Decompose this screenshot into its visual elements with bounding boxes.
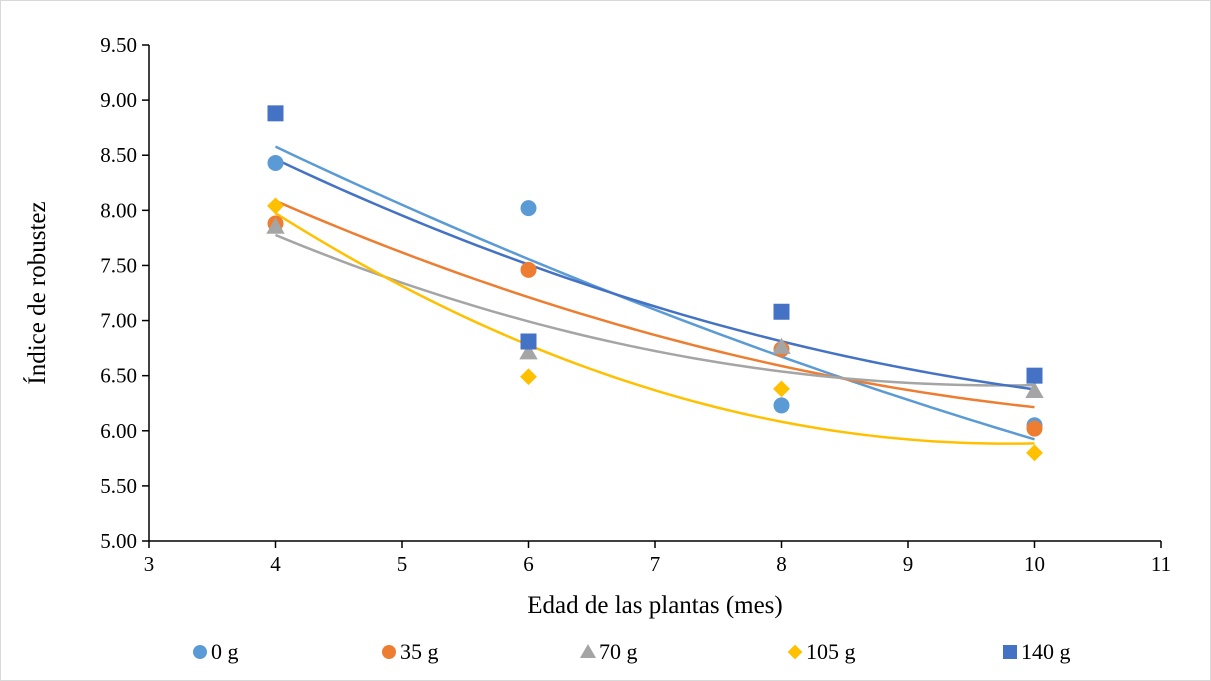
x-tick-label: 7: [650, 552, 661, 576]
legend: 0 g 35 g 70 g 105 g 140 g: [193, 639, 1071, 664]
data-point-140g: [1026, 367, 1043, 384]
data-point-0g: [267, 154, 284, 171]
y-axis-title: Índice de robustez: [23, 201, 51, 384]
x-tick-label: 9: [903, 552, 914, 576]
legend-item-35g: 35 g: [382, 639, 439, 664]
y-tick-label: 9.50: [100, 33, 137, 57]
trendline-70g: [275, 233, 1035, 387]
data-point-70g: [266, 217, 285, 234]
legend-label: 70 g: [599, 639, 638, 664]
data-point-70g: [519, 343, 538, 360]
data-point-105g: [520, 368, 537, 386]
data-point-70g: [1025, 381, 1044, 398]
y-tick-label: 6.50: [100, 364, 137, 388]
x-tick-label: 4: [270, 552, 281, 576]
legend-marker-70g: [579, 643, 597, 659]
data-point-140g: [267, 105, 284, 122]
plot-area: 3 4 5 6 7 8 9 10 11 5.00 5.50 6.00 6.50 7.00 7.50 8.00…: [100, 33, 1171, 576]
trendlines: [274, 145, 1035, 445]
legend-item-70g: 70 g: [579, 639, 638, 664]
legend-item-0g: 0 g: [193, 639, 239, 664]
data-point-105g: [1026, 444, 1043, 462]
data-point-35g: [520, 261, 537, 278]
legend-label: 140 g: [1021, 639, 1071, 664]
x-tick-label: 11: [1151, 552, 1171, 576]
data-point-70g: [772, 337, 791, 354]
legend-label: 35 g: [400, 639, 439, 664]
legend-marker-140g: [1003, 645, 1017, 659]
y-tick-label: 5.50: [100, 474, 137, 498]
x-tick-label: 5: [397, 552, 408, 576]
data-point-105g: [773, 380, 790, 398]
data-point-105g: [267, 197, 284, 215]
y-tick-label: 5.00: [100, 529, 137, 553]
y-tick-label: 8.00: [100, 198, 137, 222]
x-tick-label: 3: [144, 552, 155, 576]
x-tick-label: 10: [1024, 552, 1045, 576]
data-point-0g: [773, 397, 790, 414]
y-axis-ticks: 5.00 5.50 6.00 6.50 7.00 7.50 8.00 8.50 9.00 9.50: [100, 33, 149, 553]
data-point-140g: [520, 333, 537, 350]
legend-item-105g: 105 g: [787, 639, 856, 664]
x-tick-label: 8: [776, 552, 787, 576]
x-axis-title: Edad de las plantas (mes): [527, 592, 782, 619]
data-point-0g: [520, 200, 537, 217]
data-point-140g: [773, 303, 790, 320]
y-tick-label: 9.00: [100, 88, 137, 112]
legend-marker-105g: [787, 644, 803, 660]
legend-label: 0 g: [211, 639, 239, 664]
trendline-140g: [274, 158, 1035, 391]
y-tick-label: 7.00: [100, 309, 137, 333]
data-points: [266, 105, 1044, 462]
trendline-105g: [274, 212, 1035, 445]
legend-item-140g: 140 g: [1003, 639, 1071, 664]
y-tick-label: 6.00: [100, 419, 137, 443]
y-tick-label: 7.50: [100, 253, 137, 277]
y-tick-label: 8.50: [100, 143, 137, 167]
legend-marker-35g: [382, 645, 396, 659]
legend-label: 105 g: [806, 639, 856, 664]
legend-marker-0g: [193, 645, 207, 659]
trendline-35g: [275, 199, 1035, 409]
x-tick-label: 6: [523, 552, 534, 576]
data-point-35g: [1026, 420, 1043, 437]
trendline-0g: [274, 145, 1035, 441]
x-axis-ticks: 3 4 5 6 7 8 9 10 11: [144, 541, 1171, 576]
